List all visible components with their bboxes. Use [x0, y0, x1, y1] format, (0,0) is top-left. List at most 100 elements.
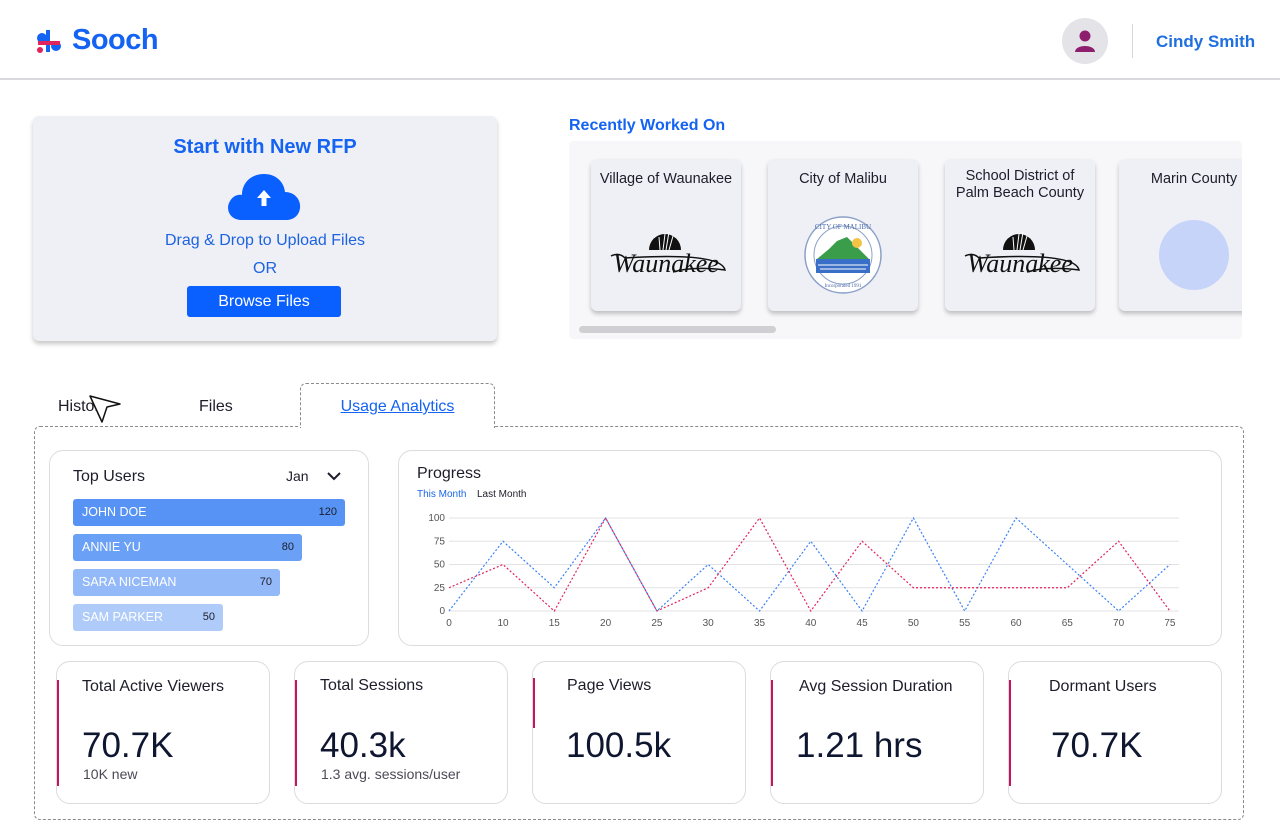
top-user-value: 50: [202, 611, 215, 623]
recently-worked-on-title: Recently Worked On: [569, 117, 726, 134]
top-users-card: Top Users Jan JOHN DOE 120 ANNIE YU 80 S…: [49, 450, 369, 646]
stat-value: 40.3k: [320, 726, 406, 765]
recent-card-name: School District of Palm Beach County: [955, 168, 1085, 201]
user-avatar[interactable]: [1062, 18, 1108, 64]
top-user-name: JOHN DOE: [82, 505, 147, 519]
horizontal-scrollbar-thumb[interactable]: [579, 326, 776, 333]
usage-analytics-panel: [34, 426, 1244, 820]
legend-this-month[interactable]: This Month: [417, 489, 467, 500]
stat-label: Total Active Viewers: [82, 678, 224, 695]
stat-value: 100.5k: [566, 726, 672, 765]
x-tick-label: 20: [600, 618, 612, 629]
top-user-name: SAM PARKER: [82, 610, 164, 624]
user-icon: [1075, 30, 1095, 52]
tab-usage-analytics-label: Usage Analytics: [340, 398, 455, 415]
top-user-name: ANNIE YU: [82, 540, 141, 554]
x-tick-label: 15: [549, 618, 561, 629]
x-tick-label: 55: [959, 618, 971, 629]
waunakee-logo: Waunakee: [591, 215, 741, 295]
tab-usage-analytics[interactable]: Usage Analytics: [300, 383, 495, 428]
stat-card-total-active-viewers: Total Active Viewers 70.7K 10K new: [56, 661, 270, 804]
recent-card-name: Marin County: [1150, 171, 1238, 187]
recent-items-strip[interactable]: Village of Waunakee Waunakee City of Mal…: [569, 141, 1242, 339]
x-tick-label: 60: [1010, 618, 1022, 629]
svg-text:Waunakee: Waunakee: [967, 249, 1073, 278]
top-user-name: SARA NICEMAN: [82, 575, 177, 589]
x-tick-label: 50: [908, 618, 920, 629]
stat-accent-bar: [533, 678, 535, 728]
recent-card-marin[interactable]: Marin County: [1119, 159, 1242, 311]
x-tick-label: 10: [497, 618, 509, 629]
stat-card-dormant-users: Dormant Users 70.7K: [1008, 661, 1222, 804]
top-user-bar[interactable]: SARA NICEMAN 70: [73, 569, 280, 596]
top-users-title: Top Users: [73, 468, 146, 485]
tab-files-label: Files: [199, 398, 233, 415]
x-tick-label: 45: [857, 618, 869, 629]
y-tick-label: 25: [434, 583, 446, 594]
placeholder-logo: [1119, 215, 1242, 295]
stat-accent-bar: [57, 680, 59, 786]
progress-line-chart: 0 25 50 75 100 0 10 15 20 25 30 35 40 45 50 55 60 65 70 75: [428, 513, 1179, 629]
recent-card-malibu[interactable]: City of Malibu CITY OF MALIBU Incorporat…: [768, 159, 918, 311]
y-tick-label: 100: [428, 513, 445, 524]
stat-card-page-views: Page Views 100.5k: [532, 661, 746, 804]
recent-card-name: City of Malibu: [799, 171, 887, 187]
x-tick-label: 70: [1113, 618, 1125, 629]
or-text: OR: [253, 260, 277, 277]
x-tick-label: 65: [1062, 618, 1074, 629]
stat-subtext: 10K new: [83, 766, 138, 782]
top-user-value: 120: [318, 506, 337, 518]
x-tick-label: 75: [1164, 618, 1176, 629]
top-user-value: 80: [281, 541, 294, 553]
x-tick-label: 35: [754, 618, 766, 629]
svg-text:Waunakee: Waunakee: [613, 249, 719, 278]
x-tick-label: 0: [446, 618, 452, 629]
stat-subtext: 1.3 avg. sessions/user: [321, 766, 461, 782]
stat-accent-bar: [295, 680, 297, 786]
month-select-value[interactable]: Jan: [286, 468, 309, 484]
sooch-logo-icon: [37, 29, 61, 53]
y-tick-label: 75: [434, 536, 446, 547]
stat-card-total-sessions: Total Sessions 40.3k 1.3 avg. sessions/u…: [294, 661, 508, 804]
stat-accent-bar: [1009, 680, 1011, 786]
brand-logo[interactable]: Sooch: [34, 24, 159, 57]
tab-files[interactable]: Files: [199, 398, 233, 416]
recent-card-palm-beach[interactable]: School District of Palm Beach County Wau…: [945, 159, 1095, 311]
top-user-bar[interactable]: SAM PARKER 50: [73, 604, 223, 631]
cloud-upload-icon: [228, 174, 301, 220]
x-tick-label: 30: [703, 618, 715, 629]
upload-card[interactable]: Start with New RFP Drag & Drop to Upload…: [33, 116, 497, 341]
header-divider: [1132, 24, 1133, 58]
stat-accent-bar: [771, 680, 773, 786]
stat-label: Page Views: [567, 677, 652, 694]
stat-card-avg-session-duration: Avg Session Duration 1.21 hrs: [770, 661, 984, 804]
browse-files-button[interactable]: Browse Files: [187, 286, 341, 317]
progress-chart-card: Progress This Month Last Month 0 25 50 75 10…: [398, 450, 1222, 646]
waunakee-logo: Waunakee: [945, 215, 1095, 295]
y-tick-label: 50: [434, 560, 446, 571]
upload-title: Start with New RFP: [173, 136, 357, 158]
legend-last-month[interactable]: Last Month: [477, 489, 527, 500]
user-name[interactable]: Cindy Smith: [1156, 32, 1256, 51]
svg-text:Incorporated 1991: Incorporated 1991: [825, 284, 862, 289]
stat-value: 70.7K: [1051, 726, 1143, 765]
y-tick-label: 0: [439, 606, 445, 617]
top-user-bar[interactable]: JOHN DOE 120: [73, 499, 345, 526]
brand-name: Sooch: [72, 24, 159, 56]
malibu-seal-logo: CITY OF MALIBU Incorporated 1991: [768, 215, 918, 295]
app-header: Sooch Cindy Smith: [0, 0, 1280, 80]
recent-card-waunakee[interactable]: Village of Waunakee Waunakee: [591, 159, 741, 311]
stat-label: Dormant Users: [1049, 678, 1157, 695]
chevron-down-icon[interactable]: [327, 471, 341, 481]
top-user-bar[interactable]: ANNIE YU 80: [73, 534, 302, 561]
chart-title: Progress: [417, 465, 482, 482]
placeholder-circle-icon: [1159, 220, 1229, 290]
stat-value: 1.21 hrs: [796, 726, 923, 765]
top-user-value: 70: [259, 576, 272, 588]
svg-text:CITY OF MALIBU: CITY OF MALIBU: [815, 223, 871, 231]
drag-drop-text: Drag & Drop to Upload Files: [164, 232, 366, 249]
stat-label: Total Sessions: [320, 677, 424, 694]
recent-card-name: Village of Waunakee: [599, 171, 733, 187]
stat-label: Avg Session Duration: [799, 678, 953, 695]
x-tick-label: 40: [805, 618, 817, 629]
